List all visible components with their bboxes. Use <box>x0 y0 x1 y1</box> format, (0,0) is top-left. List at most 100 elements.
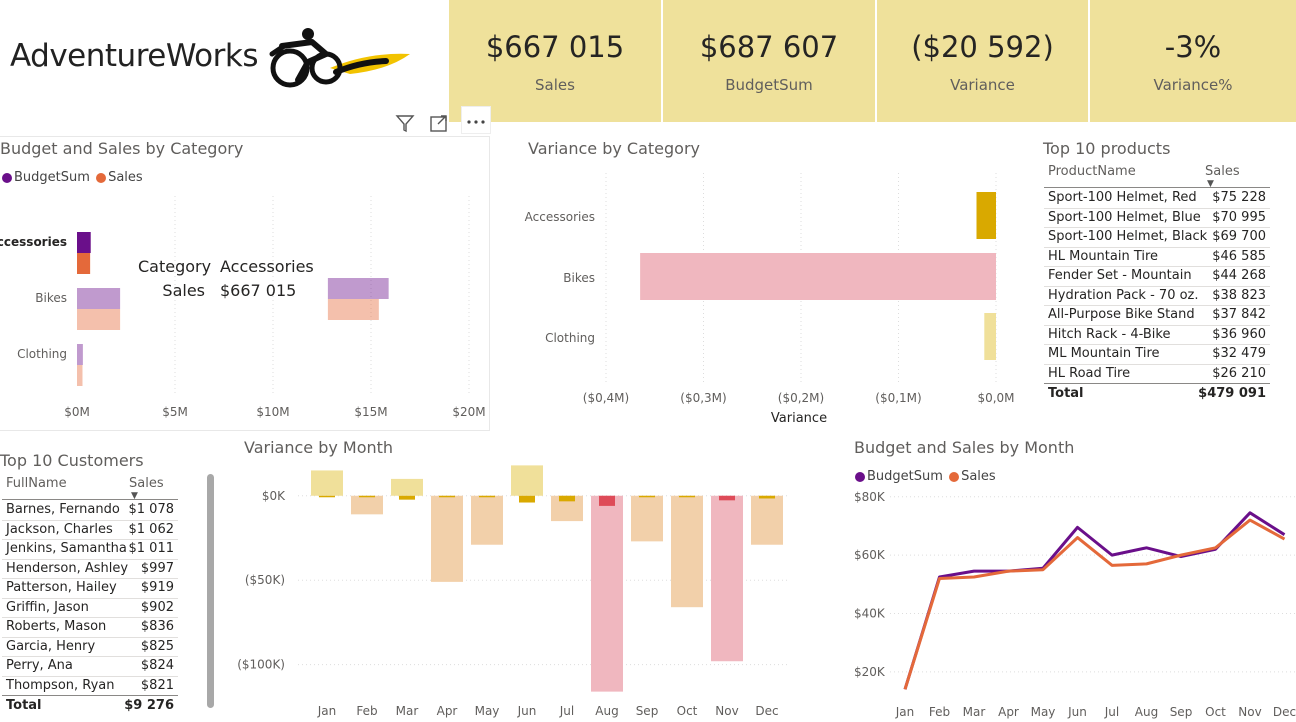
bar-highlight-jan <box>319 495 335 498</box>
cell-name: Sport-100 Helmet, Blue <box>1048 209 1201 225</box>
bar-total-feb <box>351 495 383 515</box>
budget-sales-category-chart[interactable]: $0M $5M $10M $15M $20M Accessories Bikes Clothi… <box>0 190 490 422</box>
table-row[interactable]: Sport-100 Helmet, Blue $70 995 <box>1044 208 1270 228</box>
x-tick-label: Oct <box>1205 705 1226 719</box>
cell-name: Garcia, Henry <box>6 638 96 654</box>
budget-sales-category-legend: BudgetSum Sales <box>2 170 143 185</box>
kpi-card-sales[interactable]: $667 015 Sales <box>449 0 661 122</box>
table-row[interactable]: ML Mountain Tire $32 479 <box>1044 344 1270 365</box>
tooltip-value-sales: $667 015 <box>220 281 297 300</box>
bar-highlight-dec <box>759 495 775 499</box>
bar-highlight-oct <box>679 495 695 498</box>
kpi-label: Sales <box>535 76 575 94</box>
cell-sales: $1 011 <box>128 541 175 556</box>
table-total-row: Total $9 276 <box>2 695 178 716</box>
cell-sales: $836 <box>140 619 174 634</box>
table-row[interactable]: Hitch Rack - 4-Bike $36 960 <box>1044 325 1270 345</box>
y-category-label: Clothing <box>17 347 67 361</box>
top-customers-table[interactable]: FullName Sales ▼ Barnes, Fernando $1 078 J… <box>2 474 178 714</box>
cell-name: Barnes, Fernando <box>6 502 120 517</box>
bar-total-mar <box>391 478 423 496</box>
cell-name: Sport-100 Helmet, Red <box>1048 190 1197 205</box>
column-header-fullname[interactable]: FullName <box>6 476 67 491</box>
cell-sales: $1 078 <box>128 502 175 517</box>
y-category-label: Bikes <box>563 271 595 285</box>
total-value: $479 091 <box>1198 386 1266 401</box>
bar-budgetsum-group2 <box>327 278 389 299</box>
y-category-label: Bikes <box>35 291 67 305</box>
table-row[interactable]: Thompson, Ryan $821 <box>2 676 178 696</box>
table-row[interactable]: All-Purpose Bike Stand $37 842 <box>1044 305 1270 326</box>
table-row[interactable]: Henderson, Ashley $997 <box>2 559 178 579</box>
bar-budgetsum-clothing <box>77 344 83 365</box>
cell-name: Henderson, Ashley <box>6 560 129 576</box>
kpi-card-variance[interactable]: ($20 592) Variance <box>877 0 1088 122</box>
cell-sales: $26 210 <box>1212 365 1266 381</box>
x-tick-label: Feb <box>356 704 377 718</box>
column-header-sales[interactable]: Sales <box>1205 164 1240 179</box>
table-row[interactable]: Fender Set - Mountain $44 268 <box>1044 266 1270 287</box>
customers-scrollbar[interactable] <box>207 474 214 708</box>
x-tick-label: Sep <box>1170 705 1193 719</box>
table-row[interactable]: Roberts, Mason $836 <box>2 617 178 638</box>
budget-sales-month-chart[interactable]: $20K $40K $60K $80K Jan Feb Mar Apr May Jun Jul Aug… <box>840 488 1296 722</box>
cell-name: HL Road Tire <box>1048 365 1131 381</box>
top-products-table[interactable]: ProductName Sales ▼ Sport-100 Helmet, Re… <box>1044 162 1270 404</box>
variance-month-title: Variance by Month <box>244 438 394 457</box>
cell-sales: $32 479 <box>1212 346 1266 361</box>
x-tick-label: May <box>475 704 500 718</box>
variance-category-title: Variance by Category <box>528 139 700 158</box>
legend-label-budget[interactable]: BudgetSum <box>14 170 90 185</box>
table-row[interactable]: Hydration Pack - 70 oz. $38 823 <box>1044 286 1270 306</box>
table-row[interactable]: Barnes, Fernando $1 078 <box>2 500 178 521</box>
variance-month-chart[interactable]: $0K ($50K) ($100K) Jan Feb Mar Apr May Jun Jul Aug… <box>230 462 795 722</box>
cell-name: Patterson, Hailey <box>6 580 117 595</box>
cell-sales: $69 700 <box>1212 229 1266 244</box>
cell-name: Fender Set - Mountain <box>1048 268 1192 283</box>
table-row[interactable]: HL Road Tire $26 210 <box>1044 364 1270 384</box>
x-tick-label: Feb <box>929 705 950 719</box>
kpi-card-budgetsum[interactable]: $687 607 BudgetSum <box>663 0 875 122</box>
cell-sales: $997 <box>140 560 174 576</box>
cell-name: Perry, Ana <box>6 658 73 673</box>
x-tick-label: Jan <box>895 705 915 719</box>
table-row[interactable]: Garcia, Henry $825 <box>2 637 178 657</box>
kpi-value: -3% <box>1164 30 1222 64</box>
focus-mode-icon[interactable] <box>428 112 450 134</box>
filter-icon[interactable] <box>394 112 416 134</box>
table-row[interactable]: Sport-100 Helmet, Red $75 228 <box>1044 188 1270 209</box>
y-tick-label: ($100K) <box>237 658 285 672</box>
cell-name: Hydration Pack - 70 oz. <box>1048 287 1199 303</box>
tooltip-key-category: Category <box>138 257 212 276</box>
table-row[interactable]: Patterson, Hailey $919 <box>2 578 178 599</box>
column-header-sales[interactable]: Sales <box>129 476 164 491</box>
legend-label-sales[interactable]: Sales <box>108 170 143 185</box>
budget-sales-category-frame <box>0 136 490 431</box>
tooltip-key-sales: Sales <box>162 281 205 300</box>
table-row[interactable]: HL Mountain Tire $46 585 <box>1044 247 1270 267</box>
y-tick-label: $0K <box>262 489 286 503</box>
cell-sales: $825 <box>140 638 174 654</box>
table-total-row: Total $479 091 <box>1044 383 1270 404</box>
more-options-button[interactable] <box>461 106 491 134</box>
table-row[interactable]: Perry, Ana $824 <box>2 656 178 677</box>
bar-highlight-feb <box>359 495 375 498</box>
table-row[interactable]: Griffin, Jason $902 <box>2 598 178 618</box>
bar-total-sep <box>631 495 663 542</box>
legend-label-budget[interactable]: BudgetSum <box>867 469 943 484</box>
legend-label-sales[interactable]: Sales <box>961 469 996 484</box>
column-header-productname[interactable]: ProductName <box>1048 164 1136 179</box>
kpi-card-variance-pct[interactable]: -3% Variance% <box>1090 0 1296 122</box>
bar-variance-clothing <box>984 313 996 360</box>
table-row[interactable]: Jackson, Charles $1 062 <box>2 520 178 540</box>
cell-sales: $919 <box>140 580 174 595</box>
variance-category-chart[interactable]: ($0,4M) ($0,3M) ($0,2M) ($0,1M) $0,0M Varianc… <box>520 165 1020 427</box>
cell-sales: $44 268 <box>1212 268 1266 283</box>
x-tick-label: May <box>1031 705 1056 719</box>
bar-total-jan <box>311 470 343 496</box>
table-row[interactable]: Jenkins, Samantha $1 011 <box>2 539 178 560</box>
top-products-title: Top 10 products <box>1043 139 1171 158</box>
x-tick-label: Aug <box>1135 705 1158 719</box>
total-label: Total <box>6 698 42 713</box>
table-row[interactable]: Sport-100 Helmet, Black $69 700 <box>1044 227 1270 248</box>
